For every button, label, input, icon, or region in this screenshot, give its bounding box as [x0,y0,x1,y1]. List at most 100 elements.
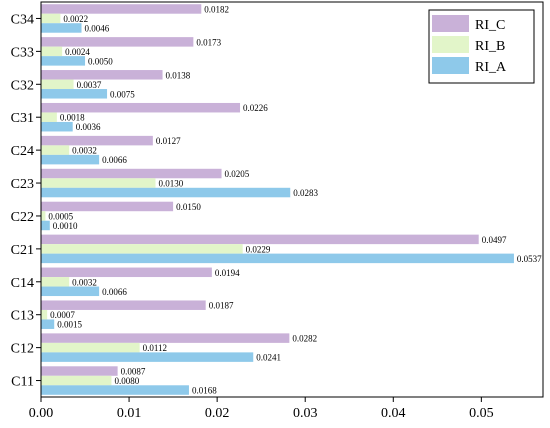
bar-ri-a-c34 [41,23,82,33]
bar-ri-c-c22 [41,201,174,212]
y-tick-label-c11: C11 [11,375,34,390]
axes-layer: C34 C33 C32 C31 C24 C23 C22 C21 C14 C13 C12 C11 0.00… [11,12,494,421]
data-label-ri-c-c22: 0.0150 [176,202,201,212]
data-label-ri-c-c14: 0.0194 [215,268,240,278]
bar-ri-a-c21 [41,253,514,264]
data-label-ri-b-c23: 0.0130 [158,179,183,189]
data-label-ri-b-c31: 0.0018 [60,113,85,123]
bar-ri-b-c33 [41,46,63,57]
data-label-ri-a-c32: 0.0075 [110,89,135,99]
bar-ri-c-c21 [41,234,479,245]
data-label-ri-c-c31: 0.0226 [243,103,268,113]
bar-ri-c-c23 [41,168,222,179]
y-tick-label-c33: C33 [11,45,34,60]
data-label-ri-a-c31: 0.0036 [76,122,101,132]
x-tick-label-0.01: 0.01 [117,406,142,421]
data-label-ri-c-c12: 0.0282 [292,334,317,344]
bar-ri-a-c14 [41,286,100,297]
legend-label-ri-c: RI_C [475,18,505,33]
data-label-ri-a-c22: 0.0010 [53,221,78,231]
data-label-ri-b-c33: 0.0024 [65,47,90,57]
plot-area-frame [40,1,544,398]
bar-ri-b-c34 [41,13,61,24]
data-label-ri-c-c11: 0.0087 [121,367,146,377]
data-label-ri-a-c24: 0.0066 [102,155,127,165]
data-label-ri-a-c21: 0.0537 [517,254,542,264]
data-label-ri-a-c11: 0.0168 [192,386,217,396]
legend-swatch-ri-a [432,57,469,74]
bar-ri-a-c12 [41,352,254,362]
bar-ri-c-c32 [41,70,163,80]
data-label-ri-a-c23: 0.0283 [293,188,318,198]
data-label-ri-c-c32: 0.0138 [166,70,191,80]
bar-ri-a-c23 [41,187,291,198]
y-tick-label-c34: C34 [11,12,34,27]
bar-ri-c-c12 [41,333,290,343]
bar-ri-a-c33 [41,56,86,66]
x-tick-label-0.03: 0.03 [293,406,318,421]
bar-ri-c-c24 [41,135,153,146]
bar-ri-b-c21 [41,244,243,254]
legend-label-ri-a: RI_A [475,60,507,75]
legend-swatch-ri-b [432,36,469,53]
legend-swatch-ri-c [432,15,469,32]
bar-ri-b-c24 [41,145,70,155]
data-label-ri-a-c34: 0.0046 [85,23,110,33]
data-label-ri-b-c12: 0.0112 [143,343,167,353]
data-label-ri-b-c13: 0.0007 [50,310,75,320]
data-label-ri-a-c33: 0.0050 [88,56,113,66]
x-tick-label-0.00: 0.00 [29,406,54,421]
bar-ri-a-c13 [41,319,55,329]
y-tick-label-c12: C12 [11,342,34,357]
data-label-ri-c-c13: 0.0187 [209,301,234,311]
y-tick-label-c32: C32 [11,78,34,93]
data-label-ri-c-c34: 0.0182 [204,4,229,14]
y-tick-label-c24: C24 [11,144,34,159]
legend-label-ri-b: RI_B [475,39,505,54]
bar-ri-a-c22 [41,220,50,231]
data-label-ri-c-c33: 0.0173 [196,37,221,47]
data-label-ri-b-c24: 0.0032 [72,146,97,156]
bar-ri-a-c11 [41,385,189,395]
y-tick-label-c14: C14 [11,276,34,291]
bar-ri-b-c14 [41,277,70,287]
x-tick-label-0.04: 0.04 [381,406,406,421]
bar-ri-c-c11 [41,366,118,376]
data-label-ri-c-c24: 0.0127 [156,136,181,146]
bar-ri-b-c22 [41,211,46,221]
bar-ri-b-c32 [41,79,74,90]
bar-ri-b-c11 [41,375,112,386]
y-tick-label-c13: C13 [11,309,34,324]
data-label-ri-b-c21: 0.0229 [246,244,271,254]
y-tick-label-c23: C23 [11,177,34,192]
y-tick-label-c31: C31 [11,111,34,126]
legend: RI_C RI_B RI_A [428,9,535,84]
data-label-ri-b-c11: 0.0080 [114,376,139,386]
data-label-ri-c-c21: 0.0497 [482,235,507,245]
bar-ri-b-c31 [41,112,57,122]
y-tick-label-c21: C21 [11,243,34,258]
bar-ri-b-c12 [41,342,140,353]
bar-ri-a-c32 [41,89,108,99]
bar-ri-c-c31 [41,102,241,113]
x-tick-label-0.05: 0.05 [469,406,494,421]
y-tick-label-c22: C22 [11,210,34,225]
bar-ri-c-c13 [41,300,206,310]
data-label-ri-b-c34: 0.0022 [63,14,88,24]
data-label-ri-b-c14: 0.0032 [72,277,97,287]
data-label-ri-a-c14: 0.0066 [102,287,127,297]
bar-ri-b-c13 [41,309,48,320]
bar-ri-c-c14 [41,267,212,278]
data-label-ri-a-c12: 0.0241 [256,353,281,363]
data-label-ri-a-c13: 0.0015 [57,320,82,330]
data-label-ri-b-c32: 0.0037 [77,80,102,90]
bar-ri-b-c23 [41,178,156,188]
bar-ri-c-c34 [41,4,202,14]
data-label-ri-b-c22: 0.0005 [48,211,73,221]
data-label-ri-c-c23: 0.0205 [225,169,250,179]
bar-ri-a-c31 [41,121,73,132]
bar-ri-c-c33 [41,37,194,47]
bars-layer [41,4,514,395]
